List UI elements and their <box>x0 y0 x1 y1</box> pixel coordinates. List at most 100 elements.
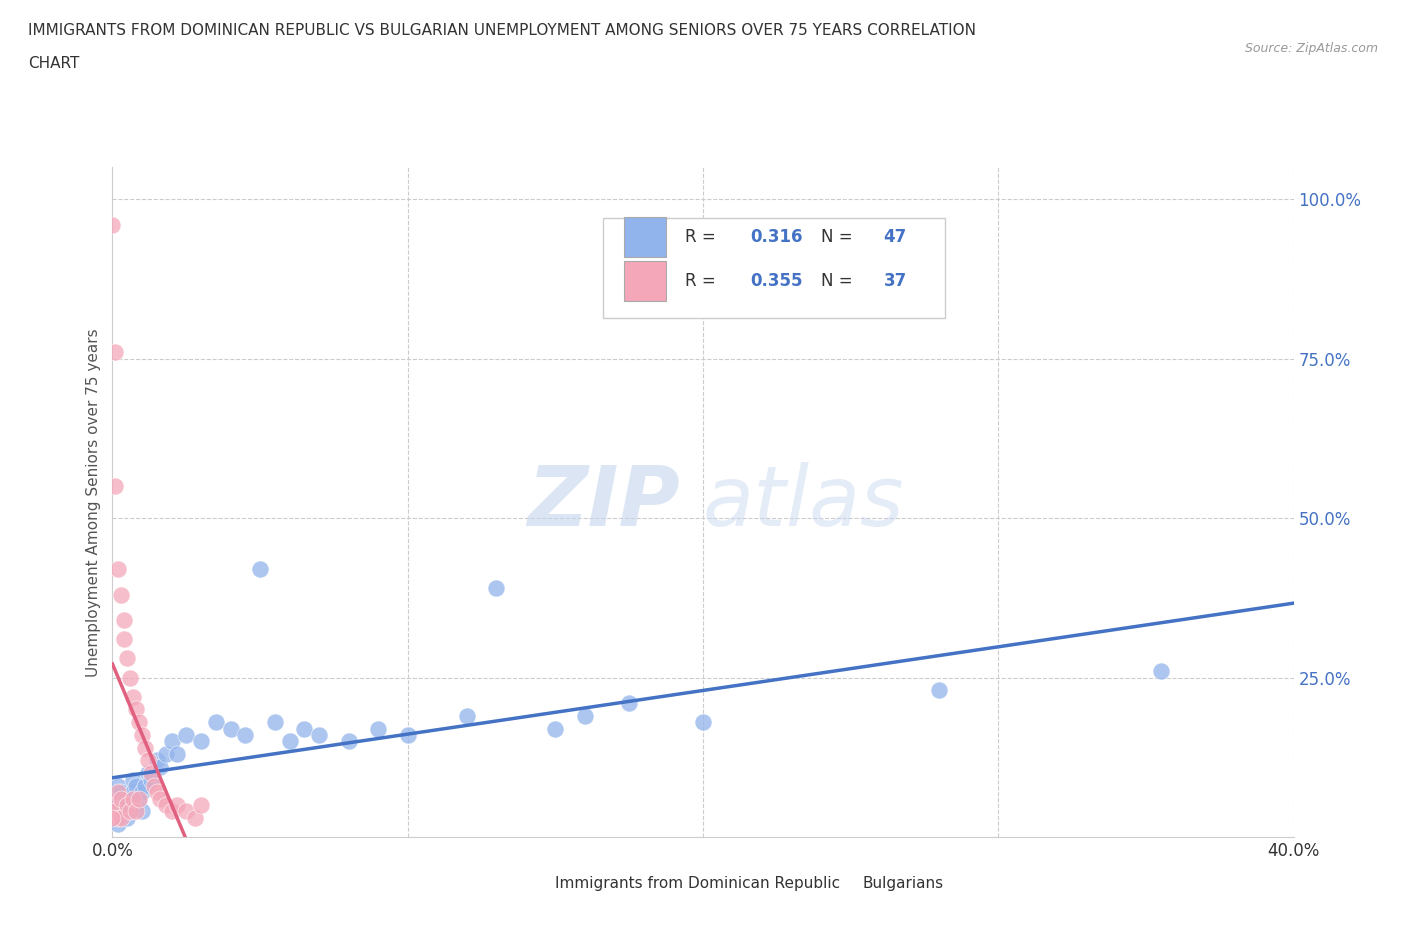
Text: 37: 37 <box>884 272 907 290</box>
Point <box>128 715 150 730</box>
Point <box>104 804 127 819</box>
Point <box>117 791 138 806</box>
Point <box>110 587 132 602</box>
Text: N =: N = <box>821 228 858 246</box>
Text: R =: R = <box>685 228 721 246</box>
Point <box>101 798 124 813</box>
Point <box>110 791 132 806</box>
FancyBboxPatch shape <box>624 217 666 257</box>
Point <box>131 804 153 819</box>
Point <box>134 740 156 755</box>
Point <box>219 721 242 736</box>
Point <box>166 747 188 762</box>
Point <box>120 671 142 685</box>
Point <box>122 791 145 806</box>
Point <box>205 715 228 730</box>
Point <box>155 798 177 813</box>
FancyBboxPatch shape <box>624 261 666 300</box>
Point <box>128 791 150 806</box>
Point <box>110 785 132 800</box>
Point <box>292 721 315 736</box>
Text: 47: 47 <box>884 228 907 246</box>
Point <box>574 709 596 724</box>
Point <box>485 581 508 596</box>
Point <box>146 785 169 800</box>
Point <box>928 683 950 698</box>
Point <box>101 798 124 813</box>
Point <box>249 562 271 577</box>
Point <box>139 765 162 780</box>
Point <box>104 791 127 806</box>
Point <box>131 785 153 800</box>
Point <box>107 785 129 800</box>
Point <box>456 709 478 724</box>
Text: R =: R = <box>685 272 721 290</box>
Point <box>104 479 127 494</box>
Point <box>278 734 301 749</box>
Point <box>117 651 138 666</box>
Y-axis label: Unemployment Among Seniors over 75 years: Unemployment Among Seniors over 75 years <box>86 328 101 676</box>
Point <box>101 810 124 825</box>
Text: CHART: CHART <box>28 56 80 71</box>
FancyBboxPatch shape <box>603 218 945 318</box>
Point <box>139 772 162 787</box>
Text: atlas: atlas <box>703 461 904 543</box>
Point <box>1150 664 1173 679</box>
Point <box>619 696 641 711</box>
Point <box>125 798 148 813</box>
Point <box>125 702 148 717</box>
Point <box>396 727 419 742</box>
Point <box>155 747 177 762</box>
Point <box>117 810 138 825</box>
Point <box>184 810 207 825</box>
Text: Bulgarians: Bulgarians <box>862 876 943 891</box>
Point <box>110 810 132 825</box>
Point <box>107 817 129 831</box>
FancyBboxPatch shape <box>512 871 551 897</box>
Point <box>174 804 197 819</box>
Point <box>308 727 330 742</box>
Point <box>122 785 145 800</box>
Point <box>692 715 714 730</box>
Point <box>160 734 183 749</box>
Point <box>149 791 172 806</box>
Point <box>104 345 127 360</box>
FancyBboxPatch shape <box>818 871 859 897</box>
Text: 0.316: 0.316 <box>751 228 803 246</box>
Point <box>117 798 138 813</box>
Point <box>110 804 132 819</box>
Point <box>122 689 145 704</box>
Text: 0.355: 0.355 <box>751 272 803 290</box>
Point <box>107 778 129 793</box>
Point <box>233 727 256 742</box>
Point <box>142 778 165 793</box>
Point <box>120 804 142 819</box>
Point <box>367 721 389 736</box>
Point <box>174 727 197 742</box>
Point <box>131 727 153 742</box>
Point <box>190 798 212 813</box>
Text: N =: N = <box>821 272 858 290</box>
Text: IMMIGRANTS FROM DOMINICAN REPUBLIC VS BULGARIAN UNEMPLOYMENT AMONG SENIORS OVER : IMMIGRANTS FROM DOMINICAN REPUBLIC VS BU… <box>28 23 976 38</box>
Point <box>125 778 148 793</box>
Point <box>120 804 142 819</box>
Point <box>166 798 188 813</box>
Point <box>107 810 129 825</box>
Point <box>337 734 360 749</box>
Point <box>190 734 212 749</box>
Point <box>122 772 145 787</box>
Point <box>264 715 287 730</box>
Point <box>101 218 124 232</box>
Point <box>136 765 159 780</box>
Point <box>104 810 127 825</box>
Point <box>136 753 159 768</box>
Point <box>107 562 129 577</box>
Text: ZIP: ZIP <box>527 461 679 543</box>
Point <box>128 791 150 806</box>
Point <box>125 804 148 819</box>
Point <box>112 798 135 813</box>
Text: Immigrants from Dominican Republic: Immigrants from Dominican Republic <box>555 876 841 891</box>
Point <box>112 613 135 628</box>
Point <box>146 753 169 768</box>
Point <box>544 721 567 736</box>
